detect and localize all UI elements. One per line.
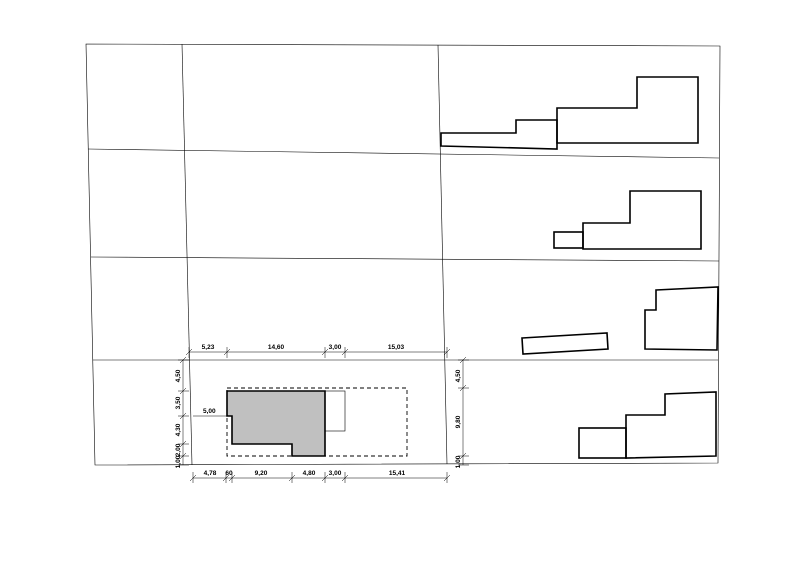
right-dim-label-2: 9,80 (455, 415, 462, 428)
parcel-line-1 (87, 148, 720, 159)
top-slash-3 (321, 348, 329, 356)
top-dim-label-3: 3,00 (329, 344, 342, 351)
annex-outline (324, 390, 346, 432)
parcel-line-2 (90, 256, 720, 262)
top-slash-5 (443, 348, 451, 356)
right-slash-1 (459, 356, 467, 364)
setback-label: 5,00 (203, 408, 216, 415)
left-dim-label-3: 4,30 (175, 423, 182, 436)
neighbor-building-2a (553, 231, 584, 249)
top-dim-label-4: 15,03 (388, 344, 405, 351)
neighbor-building-1b (556, 76, 699, 144)
bottom-slash-6 (341, 474, 349, 482)
top-dim-label-2: 14,60 (268, 344, 285, 351)
parcel-divider-left (181, 43, 193, 466)
neighbor-buildings (440, 76, 719, 459)
neighbor-building-2b (582, 190, 702, 250)
bottom-dim-label-2: 60 (225, 470, 233, 477)
right-dim-label-3: 1,00 (455, 455, 462, 468)
left-dim-label-1: 4,50 (175, 369, 182, 382)
right-slash-3 (459, 452, 467, 460)
bottom-slash-1 (189, 474, 197, 482)
bottom-slash-7 (443, 474, 451, 482)
subject-building: 5,00 (193, 387, 408, 457)
left-slash-3 (179, 412, 187, 420)
left-slash-5 (179, 452, 187, 460)
parcel-grid (85, 43, 721, 466)
top-slash-4 (341, 348, 349, 356)
left-slash-4 (179, 440, 187, 448)
main-building (226, 390, 326, 457)
bottom-dimension-chain: 4,78 60 9,20 4,80 3,00 15,41 (189, 470, 451, 483)
top-slash-2 (223, 348, 231, 356)
right-slash-2 (459, 384, 467, 392)
neighbor-building-3a (521, 332, 609, 355)
parcel-divider-right (437, 44, 448, 465)
bottom-slash-4 (288, 474, 296, 482)
left-slash-2 (179, 387, 187, 395)
left-dim-label-2: 3,50 (175, 396, 182, 409)
neighbor-building-4a (578, 427, 627, 459)
right-dimension-chain: 4,50 9,80 1,00 (455, 356, 469, 468)
bottom-dim-label-6: 15,41 (389, 470, 406, 477)
left-dim-label-5: 1,00 (175, 455, 182, 468)
bottom-slash-2 (222, 474, 230, 482)
bottom-dim-label-1: 4,78 (204, 470, 217, 477)
neighbor-building-1a (440, 119, 558, 150)
site-boundary (85, 43, 721, 466)
bottom-dim-label-5: 3,00 (329, 470, 342, 477)
neighbor-building-4b (625, 391, 717, 459)
top-dimension-chain: 5,23 14,60 3,00 15,03 (185, 344, 451, 358)
left-dim-label-4: 2,00 (175, 443, 182, 456)
left-slash-1 (179, 356, 187, 364)
bottom-dim-label-3: 9,20 (255, 470, 268, 477)
top-slash-1 (185, 348, 193, 356)
left-dimension-chain: 4,50 3,50 4,30 2,00 1,00 (175, 356, 189, 468)
top-dim-label-1: 5,23 (202, 344, 215, 351)
neighbor-building-3b (644, 286, 719, 351)
bottom-slash-3 (228, 474, 236, 482)
right-dim-label-1: 4,50 (455, 369, 462, 382)
bottom-dim-label-4: 4,80 (303, 470, 316, 477)
bottom-slash-5 (321, 474, 329, 482)
